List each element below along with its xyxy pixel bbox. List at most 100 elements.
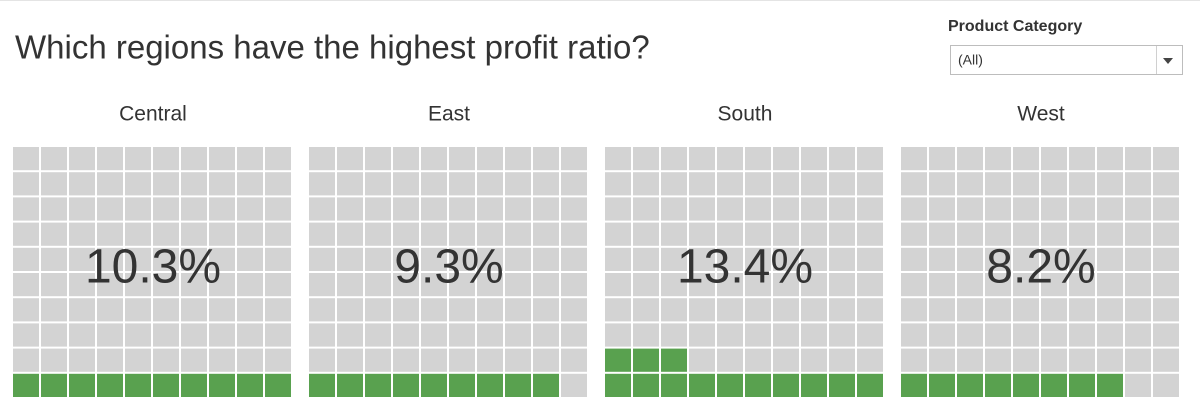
empty-cell (773, 172, 799, 196)
empty-cell (929, 323, 955, 347)
empty-cell (533, 298, 559, 322)
empty-cell (985, 323, 1011, 347)
empty-cell (13, 222, 39, 246)
empty-cell (153, 147, 179, 171)
waffle-filled (309, 373, 559, 397)
empty-cell (1097, 273, 1123, 297)
empty-cell (125, 298, 151, 322)
empty-cell (533, 348, 559, 372)
empty-cell (1125, 348, 1151, 372)
filled-cell (829, 373, 855, 397)
filled-cell (41, 373, 67, 397)
empty-cell (829, 147, 855, 171)
empty-cell (393, 273, 419, 297)
empty-cell (13, 273, 39, 297)
empty-cell (857, 348, 883, 372)
empty-cell (237, 273, 263, 297)
waffle-grid (13, 147, 291, 372)
empty-cell (449, 273, 475, 297)
empty-cell (901, 197, 927, 221)
empty-cell (985, 172, 1011, 196)
empty-cell (505, 273, 531, 297)
filled-cell (661, 373, 687, 397)
filled-cell (717, 373, 743, 397)
empty-cell (985, 197, 1011, 221)
empty-cell (1153, 348, 1179, 372)
empty-cell (773, 222, 799, 246)
filled-cell (1069, 373, 1095, 397)
empty-cell (365, 298, 391, 322)
filled-cell (605, 348, 631, 372)
empty-cell (505, 323, 531, 347)
filled-cell (309, 373, 335, 397)
empty-cell (393, 348, 419, 372)
empty-cell (237, 147, 263, 171)
empty-cell (153, 323, 179, 347)
empty-cell (41, 147, 67, 171)
empty-cell (1125, 247, 1151, 271)
empty-cell (393, 197, 419, 221)
empty-cell (505, 247, 531, 271)
empty-cell (717, 172, 743, 196)
dropdown-box[interactable] (950, 45, 1183, 75)
empty-cell (801, 348, 827, 372)
waffle-filled (13, 373, 291, 397)
empty-cell (421, 323, 447, 347)
empty-cell (929, 298, 955, 322)
filled-cell (69, 373, 95, 397)
empty-cell (689, 172, 715, 196)
empty-cell (857, 323, 883, 347)
empty-cell (561, 273, 587, 297)
value-label: 8.2% (986, 241, 1095, 294)
empty-cell (125, 247, 151, 271)
waffle-grid (309, 147, 587, 397)
empty-cell (69, 273, 95, 297)
empty-cell (41, 298, 67, 322)
empty-cell (561, 298, 587, 322)
dropdown-arrow[interactable] (1163, 58, 1173, 64)
empty-cell (1069, 172, 1095, 196)
empty-cell (69, 222, 95, 246)
empty-cell (365, 172, 391, 196)
filled-cell (1041, 373, 1067, 397)
filter-label: Product Category (948, 18, 1082, 35)
empty-cell (209, 298, 235, 322)
empty-cell (1069, 273, 1095, 297)
filled-cell (505, 373, 531, 397)
empty-cell (829, 323, 855, 347)
empty-cell (1097, 348, 1123, 372)
filter-dropdown[interactable]: (All) (950, 45, 1183, 75)
empty-cell (1153, 197, 1179, 221)
empty-cell (365, 247, 391, 271)
empty-cell (533, 147, 559, 171)
empty-cell (13, 298, 39, 322)
empty-cell (421, 147, 447, 171)
empty-cell (829, 172, 855, 196)
empty-cell (561, 147, 587, 171)
empty-cell (209, 222, 235, 246)
empty-cell (901, 172, 927, 196)
empty-cell (561, 348, 587, 372)
empty-cell (265, 273, 291, 297)
empty-cell (97, 222, 123, 246)
empty-cell (209, 147, 235, 171)
empty-cell (689, 147, 715, 171)
empty-cell (125, 197, 151, 221)
empty-cell (1125, 373, 1151, 397)
empty-cell (605, 222, 631, 246)
empty-cell (661, 298, 687, 322)
dropdown-value[interactable]: (All) (958, 52, 983, 68)
empty-cell (1097, 197, 1123, 221)
empty-cell (561, 247, 587, 271)
empty-cell (1097, 298, 1123, 322)
filled-cell (13, 373, 39, 397)
empty-cell (1041, 147, 1067, 171)
empty-cell (717, 222, 743, 246)
empty-cell (309, 273, 335, 297)
empty-cell (957, 172, 983, 196)
region-label: West (1017, 103, 1065, 126)
empty-cell (1097, 323, 1123, 347)
waffle-grid (605, 147, 883, 372)
empty-cell (265, 247, 291, 271)
empty-cell (69, 197, 95, 221)
